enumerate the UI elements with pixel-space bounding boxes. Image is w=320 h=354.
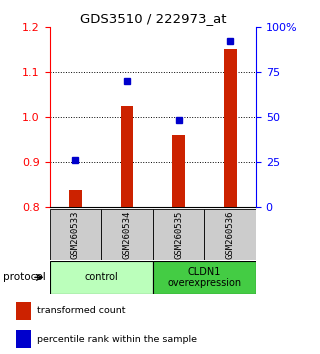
- Text: CLDN1
overexpression: CLDN1 overexpression: [167, 267, 242, 288]
- Text: GSM260535: GSM260535: [174, 210, 183, 259]
- Bar: [50, 209, 101, 260]
- Text: control: control: [84, 272, 118, 282]
- Bar: [16, 330, 31, 348]
- Text: GSM260536: GSM260536: [226, 210, 235, 259]
- Bar: [69, 190, 82, 207]
- Bar: [121, 107, 133, 207]
- Bar: [16, 302, 31, 320]
- Text: protocol: protocol: [3, 272, 46, 282]
- Bar: [153, 261, 256, 294]
- Text: GSM260534: GSM260534: [123, 210, 132, 259]
- Bar: [204, 209, 256, 260]
- Text: percentile rank within the sample: percentile rank within the sample: [37, 335, 197, 344]
- Bar: [172, 135, 185, 207]
- Text: transformed count: transformed count: [37, 306, 125, 315]
- Bar: [50, 261, 153, 294]
- Title: GDS3510 / 222973_at: GDS3510 / 222973_at: [80, 12, 226, 25]
- Bar: [224, 49, 237, 207]
- Bar: [101, 209, 153, 260]
- Text: GSM260533: GSM260533: [71, 210, 80, 259]
- Bar: [153, 209, 204, 260]
